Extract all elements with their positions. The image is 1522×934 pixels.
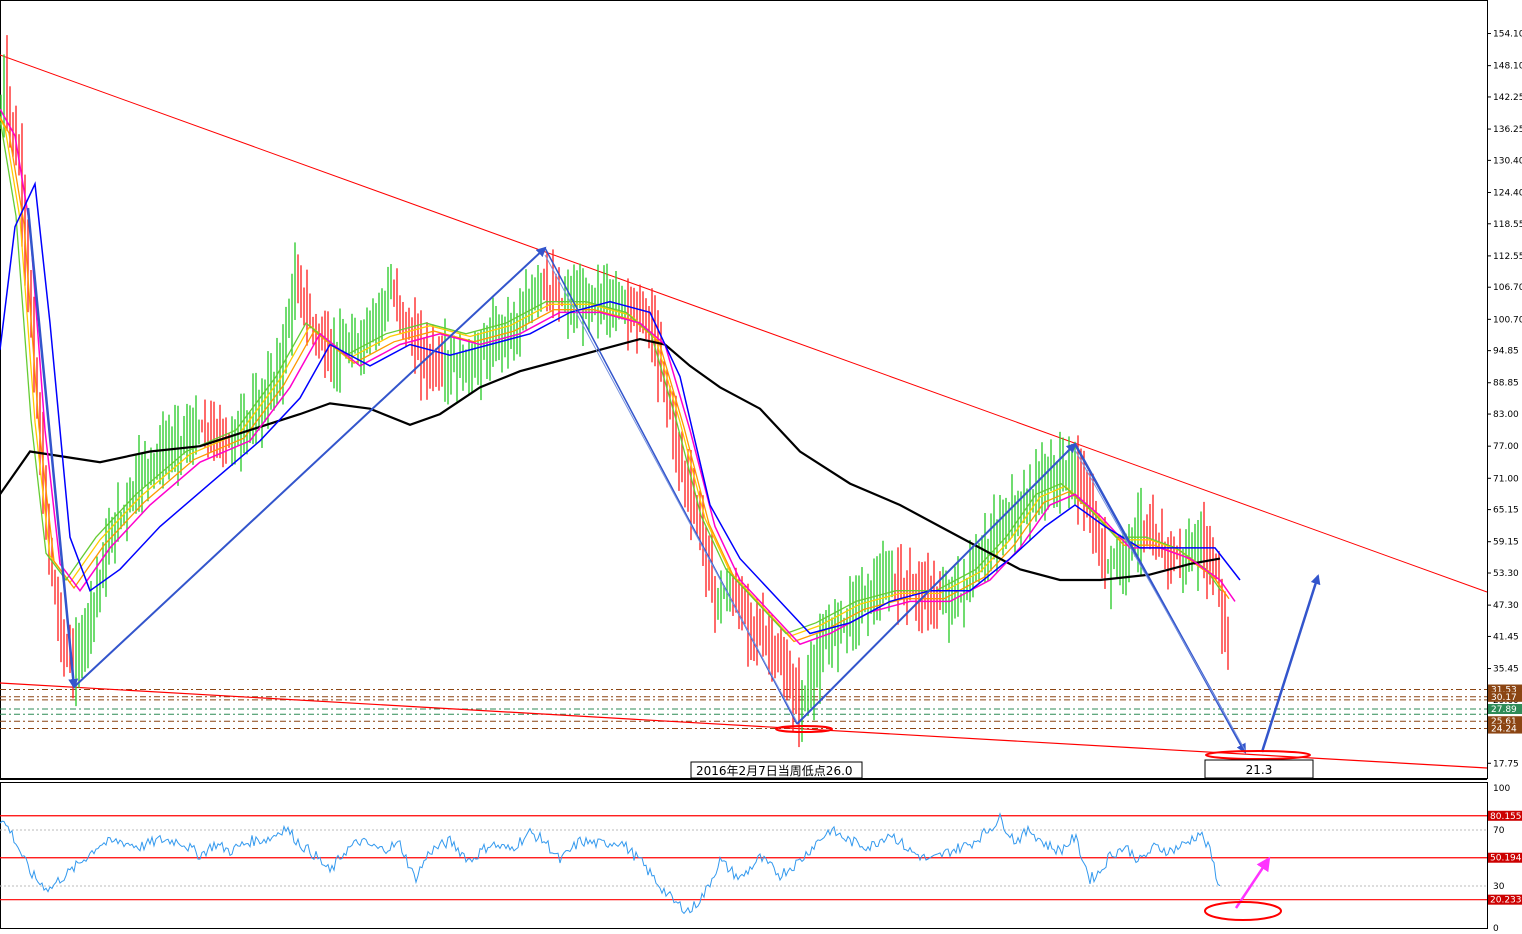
oscillator-low-ellipse bbox=[1204, 901, 1282, 921]
annotation-target: 21.3 bbox=[1204, 759, 1314, 779]
oscillator-frame bbox=[0, 782, 1488, 929]
annotation-low-2016: 2016年2月7日当周低点26.0 bbox=[690, 761, 863, 779]
target-marker-ellipse bbox=[1205, 750, 1311, 760]
y-tick-label: 35.45 bbox=[1493, 665, 1519, 675]
y-tick-label: 47.30 bbox=[1493, 601, 1519, 611]
price-tag-box bbox=[1488, 691, 1522, 702]
wave-arrow bbox=[73, 246, 547, 688]
price-tag-label: 27.89 bbox=[1491, 705, 1517, 715]
wave-arrow bbox=[26, 207, 79, 689]
ma-line-orange bbox=[0, 115, 1230, 643]
y-tick-label: 148.10 bbox=[1493, 62, 1522, 72]
y-tick-label: 136.25 bbox=[1493, 125, 1522, 135]
y-tick-label: 142.25 bbox=[1493, 93, 1522, 103]
price-tag-box bbox=[1488, 704, 1522, 715]
osc-level-tag bbox=[1488, 810, 1522, 821]
osc-tick-label: 70 bbox=[1493, 826, 1505, 836]
annotation-box bbox=[1204, 759, 1314, 779]
ma-line-green bbox=[0, 121, 1222, 635]
wave-guide bbox=[1074, 449, 1246, 751]
y-tick-label: 118.55 bbox=[1493, 220, 1522, 230]
osc-level-tag bbox=[1488, 852, 1522, 863]
annotation-box bbox=[690, 761, 863, 779]
low-marker-ellipse bbox=[775, 725, 833, 733]
y-tick-label: 112.55 bbox=[1493, 252, 1522, 262]
ma-line-blue bbox=[0, 181, 1241, 635]
wave-guide bbox=[544, 254, 798, 723]
oscillator-line bbox=[0, 812, 1221, 915]
upper-trendline bbox=[0, 54, 1488, 593]
y-tick-label: 154.10 bbox=[1493, 30, 1522, 40]
y-tick-label: 71.00 bbox=[1493, 474, 1519, 484]
oscillator-panel: 100 70 30 0 80.155 50.194 20.233 bbox=[0, 782, 1522, 934]
wave-arrow bbox=[1260, 574, 1321, 753]
osc-tick-label: 30 bbox=[1493, 882, 1505, 892]
y-tick-label: 106.70 bbox=[1493, 283, 1522, 293]
price-tag-label: 31.53 bbox=[1491, 686, 1517, 696]
osc-level-tag bbox=[1488, 894, 1522, 905]
y-tick-label: 100.70 bbox=[1493, 315, 1522, 325]
y-tick-label: 83.00 bbox=[1493, 410, 1519, 420]
price-tag-label: 30.17 bbox=[1491, 693, 1517, 703]
ma-line-long bbox=[0, 337, 1221, 582]
ma-line-yellow bbox=[0, 117, 1226, 637]
y-tick-label: 94.85 bbox=[1493, 347, 1519, 357]
annotation-label: 2016年2月7日当周低点26.0 bbox=[696, 764, 853, 778]
y-tick-label: 77.00 bbox=[1493, 442, 1519, 452]
price-panel: 154.10 148.10 142.25 136.25 130.40 124.40 118.… bbox=[0, 0, 1522, 780]
price-tag-box bbox=[1488, 716, 1522, 727]
y-tick-label: 124.40 bbox=[1493, 188, 1522, 198]
price-bars bbox=[0, 35, 1229, 748]
y-tick-label: 88.85 bbox=[1493, 379, 1519, 389]
price-tag-box bbox=[1488, 723, 1522, 734]
osc-level-label: 20.233 bbox=[1490, 896, 1522, 906]
lower-trendline bbox=[0, 682, 1488, 769]
price-tag-box bbox=[1488, 684, 1522, 695]
osc-tick-label: 0 bbox=[1493, 924, 1499, 934]
price-tag-label: 24.24 bbox=[1491, 725, 1517, 735]
osc-level-label: 50.194 bbox=[1490, 854, 1522, 864]
oscillator-arrow bbox=[1234, 856, 1271, 909]
y-tick-label: 53.30 bbox=[1493, 569, 1519, 579]
price-tag-label: 25.61 bbox=[1491, 717, 1517, 727]
ma-line-magenta bbox=[0, 108, 1236, 646]
y-tick-label: 130.40 bbox=[1493, 156, 1522, 166]
y-tick-label: 17.75 bbox=[1493, 759, 1519, 769]
y-tick-label: 65.15 bbox=[1493, 506, 1519, 516]
price-frame bbox=[0, 0, 1488, 779]
osc-tick-label: 100 bbox=[1493, 784, 1510, 794]
annotation-label: 21.3 bbox=[1246, 763, 1273, 777]
wave-arrow bbox=[796, 442, 1077, 725]
y-tick-label: 59.15 bbox=[1493, 538, 1519, 548]
osc-level-label: 80.155 bbox=[1490, 812, 1522, 822]
y-tick-label: 41.45 bbox=[1493, 632, 1519, 642]
